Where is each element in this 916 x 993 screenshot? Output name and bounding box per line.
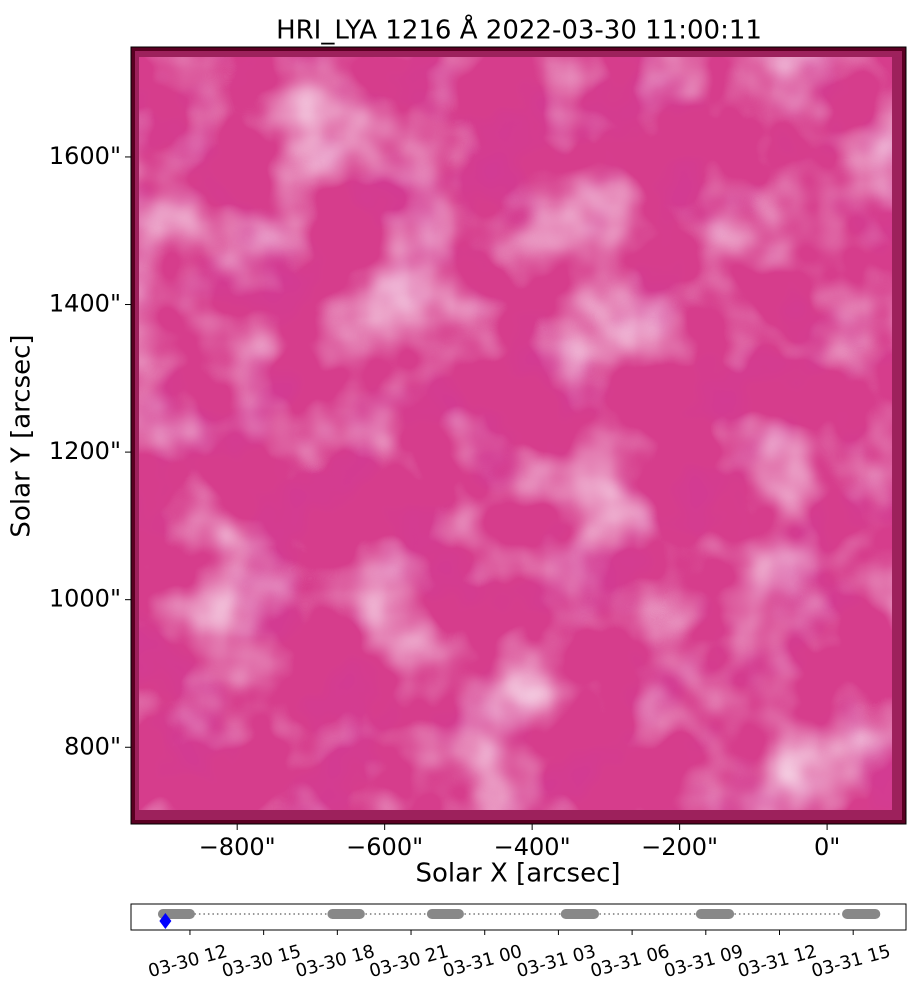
timeline-tick-label: 03-31 12 [736,941,820,982]
timeline-tick-label: 03-30 18 [293,941,377,982]
solar-image [130,46,907,825]
chart-title: HRI_LYA 1216 Å 2022-03-30 11:00:11 [276,14,762,46]
x-tick-label: −400" [494,833,571,861]
image-texture-light [139,57,892,810]
x-axis-label: Solar X [arcsec] [415,859,620,889]
y-axis-label: Solar Y [arcsec] [7,334,37,537]
x-tick-label: −200" [641,833,718,861]
timeline-tick-label: 03-30 15 [220,941,304,982]
y-tick-label: 1400" [49,290,121,318]
x-tick-label: −600" [346,833,423,861]
timeline-tick-label: 03-31 09 [662,941,746,982]
x-tick-label: −800" [199,833,276,861]
timeline-frame [130,903,907,931]
timeline-tick-label: 03-31 03 [514,941,598,982]
y-tick-label: 1000" [49,585,121,613]
timeline-tick-label: 03-31 00 [441,941,525,982]
y-tick-label: 1200" [49,437,121,465]
current-marker [159,913,172,929]
timeline-tick-label: 03-30 21 [367,941,451,982]
timeline-tick-label: 03-31 15 [809,941,893,982]
timeline-tick-label: 03-30 12 [146,941,230,982]
timeline-tick-label: 03-31 06 [588,941,672,982]
plot-frame [130,46,907,825]
y-tick-label: 1600" [49,142,121,170]
x-tick-label: 0" [814,833,840,861]
y-tick-label: 800" [64,732,121,760]
